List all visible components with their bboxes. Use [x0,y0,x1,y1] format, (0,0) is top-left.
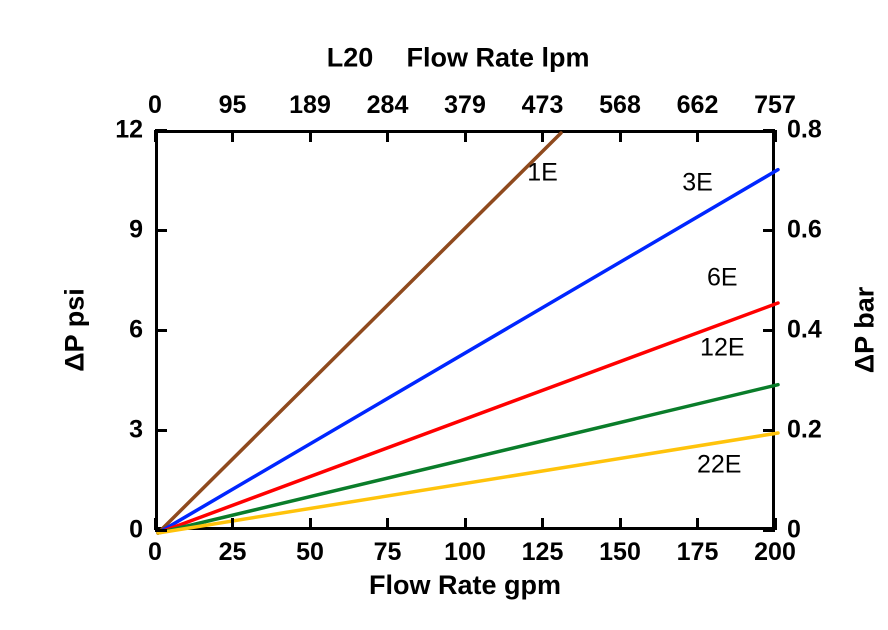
tick-mark [309,518,312,530]
chart-title: L20 [327,43,374,74]
tick-label: 75 [374,538,402,567]
tick-mark [231,130,234,142]
tick-mark [309,130,312,142]
tick-mark [231,518,234,530]
tick-label: 0.8 [787,116,822,145]
tick-label: 150 [599,538,641,567]
tick-label: 100 [444,538,486,567]
tick-label: 50 [296,538,324,567]
tick-mark [763,229,775,232]
tick-mark [155,529,167,532]
tick-label: 0.2 [787,416,822,445]
tick-mark [386,130,389,142]
tick-mark [619,130,622,142]
tick-mark [763,329,775,332]
tick-mark [696,130,699,142]
tick-mark [154,130,157,142]
tick-label: 125 [522,538,564,567]
y-right-label: ΔP bar [850,287,881,373]
tick-mark [763,529,775,532]
tick-mark [155,129,167,132]
tick-label: 0 [148,538,162,567]
y-left-label: ΔP psi [60,288,91,371]
tick-label: 0.4 [787,316,822,345]
x-top-label: Flow Rate lpm [406,43,589,74]
tick-label: 568 [599,91,641,120]
tick-label: 25 [219,538,247,567]
tick-mark [774,130,777,142]
tick-mark [541,130,544,142]
chart-container: Flow Rate gpm Flow Rate lpm ΔP psi ΔP ba… [0,0,888,630]
tick-label: 12 [115,116,143,145]
tick-mark [155,229,167,232]
tick-mark [619,518,622,530]
tick-mark [763,429,775,432]
tick-mark [696,518,699,530]
tick-mark [464,130,467,142]
tick-label: 473 [522,91,564,120]
series-label-12E: 12E [700,334,744,363]
series-label-1E: 1E [527,159,558,188]
tick-label: 0 [129,516,143,545]
series-label-22E: 22E [697,451,741,480]
x-bottom-label: Flow Rate gpm [369,570,561,601]
tick-mark [464,518,467,530]
tick-label: 0 [148,91,162,120]
tick-label: 379 [444,91,486,120]
tick-label: 175 [677,538,719,567]
tick-mark [155,429,167,432]
series-line-22E [158,433,778,533]
tick-label: 662 [677,91,719,120]
tick-label: 9 [129,216,143,245]
series-label-3E: 3E [682,169,713,198]
tick-label: 3 [129,416,143,445]
tick-label: 284 [367,91,409,120]
series-label-6E: 6E [707,264,738,293]
series-line-12E [158,385,778,533]
tick-label: 0 [787,516,801,545]
series-line-6E [158,303,778,533]
tick-mark [155,329,167,332]
tick-label: 189 [289,91,331,120]
tick-label: 0.6 [787,216,822,245]
tick-mark [541,518,544,530]
tick-mark [763,129,775,132]
tick-label: 6 [129,316,143,345]
tick-mark [386,518,389,530]
tick-label: 95 [219,91,247,120]
